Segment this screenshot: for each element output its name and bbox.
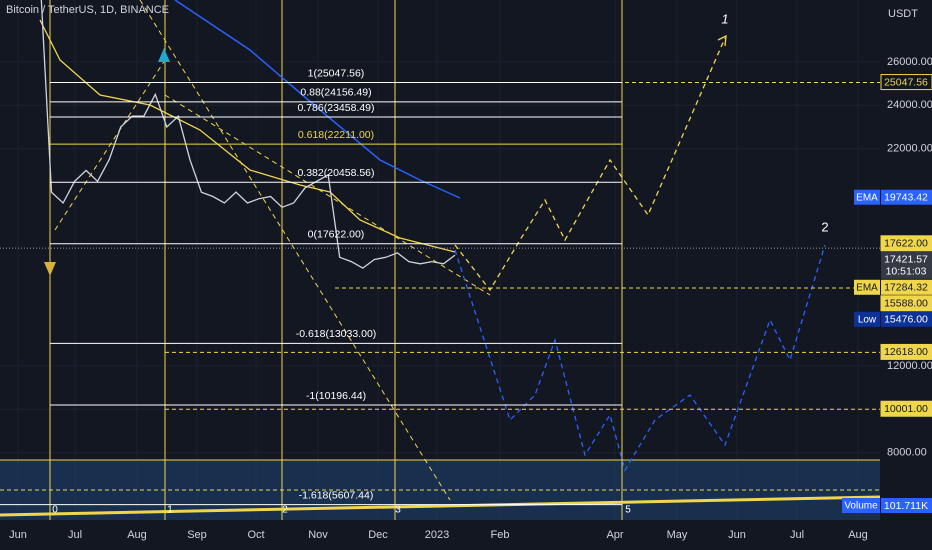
trend-line [139, 0, 451, 501]
projection-up [454, 37, 726, 292]
x-tick-label: Aug [848, 529, 868, 541]
y-tick-label: 24000.00 [887, 99, 932, 111]
x-tick-label: Apr [606, 529, 623, 541]
indicator-badge-label: 17284.32 [884, 282, 928, 294]
indicator-badge [881, 279, 932, 295]
price-badge-label: 15588.00 [884, 298, 928, 310]
grid [0, 0, 880, 520]
x-tick-label: Sep [187, 529, 207, 541]
cycle-label: 1 [167, 505, 173, 516]
x-tick-label: Aug [127, 529, 147, 541]
last-price-time: 10:51:03 [886, 266, 927, 278]
fib-label: -1(10196.44) [306, 390, 366, 402]
fib-label: 0.618(22211.00) [298, 129, 374, 141]
trend-line [54, 59, 166, 231]
indicator-name: EMA [856, 192, 878, 203]
wave-label: 1 [721, 11, 728, 26]
cycle-lines [49, 0, 623, 520]
y-tick-label: 26000.00 [887, 56, 932, 68]
indicator-name: EMA [856, 282, 878, 293]
trend-line [164, 94, 491, 296]
arrow-head [717, 34, 727, 47]
indicator-name: Low [858, 314, 877, 325]
price-badge-label: 12618.00 [884, 346, 928, 358]
y-tick-label: 22000.00 [887, 143, 932, 155]
fib-label: 0.88(24156.49) [300, 87, 371, 99]
volume-band [0, 460, 880, 520]
x-tick-label: May [667, 529, 688, 541]
symbol-title: Bitcoin / TetherUS, 1D, BINANCE [6, 4, 169, 16]
marker-up [158, 48, 170, 62]
y-tick-label: 12000.00 [887, 360, 932, 372]
projection-down [454, 244, 826, 472]
base-line [0, 495, 881, 517]
cycle-label: 2 [282, 505, 288, 516]
marker-down [44, 262, 56, 276]
x-tick-label: 2023 [425, 529, 449, 541]
y-tick-label: 8000.00 [887, 447, 927, 459]
volume-badge [881, 498, 932, 513]
price-badge [880, 400, 932, 417]
ema-slow [174, 0, 461, 199]
indicator-name-badge [854, 279, 880, 295]
x-tick-label: Jun [728, 529, 746, 541]
x-tick-label: Jun [9, 529, 27, 541]
x-tick-label: Dec [368, 529, 388, 541]
cycle-label: 0 [52, 505, 58, 516]
trend-lines [54, 0, 491, 501]
x-tick-label: Nov [308, 529, 328, 541]
x-tick-label: Jul [790, 529, 804, 541]
wave-label: 2 [821, 219, 828, 234]
indicator-name-badge [854, 311, 880, 327]
price-badge [880, 74, 932, 91]
price-badge-label: 25047.56 [884, 76, 928, 88]
price-badge [880, 235, 932, 252]
fib-label: 1(25047.56) [308, 67, 365, 79]
currency: USDT [888, 8, 918, 20]
last-price-label: 17421.57 [884, 254, 928, 266]
indicator-badge [881, 189, 932, 205]
x-tick-label: Jul [68, 529, 82, 541]
price-badge-label: 10001.00 [884, 403, 928, 415]
fib-label: 0(17622.00) [308, 229, 365, 241]
volume-label: 101.711K [884, 500, 928, 512]
x-tick-label: Feb [491, 529, 510, 541]
indicator-badge [881, 311, 932, 327]
volume-name: Volume [844, 501, 878, 512]
price-line [40, 0, 456, 269]
indicator-badge-label: 15476.00 [884, 314, 928, 326]
fib-label: 0.382(20458.56) [297, 167, 374, 179]
fib-label: 0.786(23458.49) [297, 102, 374, 114]
x-tick-label: Oct [247, 529, 264, 541]
price-badge [880, 295, 932, 312]
last-price-badge [881, 251, 932, 279]
price-badge [880, 343, 932, 360]
volume-name-badge [842, 498, 880, 513]
indicator-name-badge [854, 189, 880, 205]
cycle-label: 3 [395, 505, 401, 516]
fib-label: -0.618(13033.00) [296, 328, 377, 340]
indicator-badge-label: 19743.42 [884, 192, 928, 204]
price-badge-label: 17622.00 [884, 238, 928, 250]
ema-fast [39, 19, 456, 253]
cycle-label: 5 [625, 505, 631, 516]
fib-label: -1.618(5607.44) [299, 489, 374, 501]
